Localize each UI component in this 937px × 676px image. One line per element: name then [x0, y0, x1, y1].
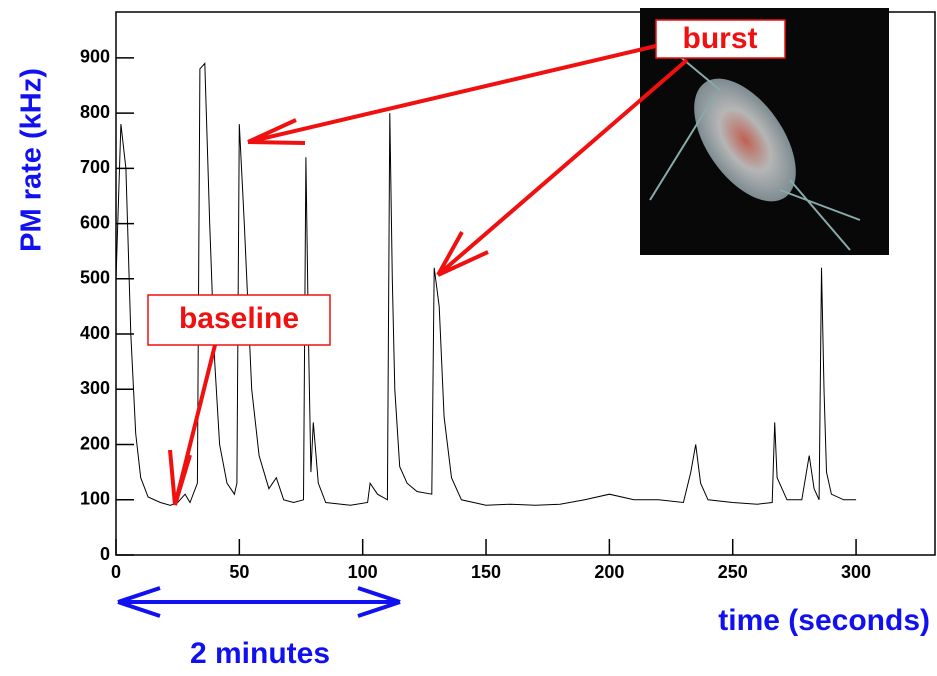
- y-tick-label: 0: [100, 544, 110, 564]
- y-tick-label: 900: [80, 47, 110, 67]
- burst-box: [655, 19, 786, 59]
- annotation: baseline: [179, 302, 299, 335]
- span-arrow: [117, 586, 401, 618]
- y-axis-title: PM rate (kHz): [16, 68, 48, 252]
- annotation: burst: [683, 22, 758, 55]
- y-tick-label: 100: [80, 489, 110, 509]
- x-tick-label: 150: [471, 562, 501, 582]
- y-tick-label: 800: [80, 102, 110, 122]
- y-tick-label: 700: [80, 157, 110, 177]
- data-line: [115, 62, 857, 506]
- x-tick-label: 200: [594, 562, 624, 582]
- baseline-box: [147, 294, 331, 346]
- plot: 0 100 200 300 400 500 600 700 800 900 0 50 100 150 200…: [80, 47, 871, 582]
- x-tick-label: 250: [718, 562, 748, 582]
- x-tick-label: 300: [841, 562, 871, 582]
- y-tick-label: 400: [80, 323, 110, 343]
- y-tick-label: 300: [80, 378, 110, 398]
- annotation: 2 minutes: [190, 637, 330, 670]
- y-tick-label: 500: [80, 268, 110, 288]
- x-tick-label: 50: [229, 562, 249, 582]
- plot-frame: [115, 11, 936, 556]
- y-tick-label: 200: [80, 433, 110, 453]
- x-axis-title: time (seconds): [718, 604, 930, 637]
- y-tick-label: 600: [80, 212, 110, 232]
- x-tick-label: 100: [348, 562, 378, 582]
- x-tick-label: 0: [111, 562, 121, 582]
- arrows: [168, 43, 689, 506]
